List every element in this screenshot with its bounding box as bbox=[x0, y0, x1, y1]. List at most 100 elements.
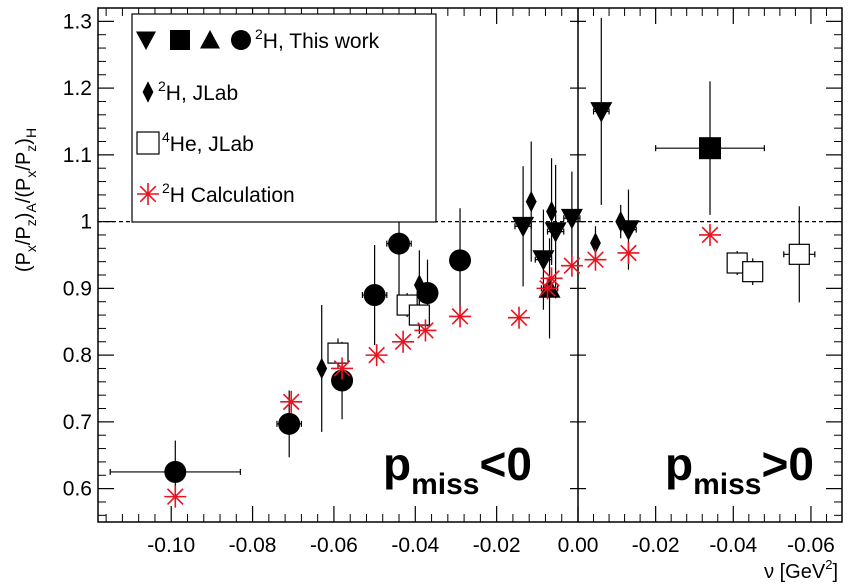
marker-star bbox=[137, 183, 159, 205]
x-tick-label: -0.04 bbox=[391, 534, 439, 557]
y-tick-label: 0.9 bbox=[63, 277, 92, 300]
data-point bbox=[783, 206, 816, 303]
marker-diamond bbox=[615, 210, 627, 233]
star-stroke bbox=[563, 257, 581, 275]
data-point bbox=[331, 357, 354, 380]
marker-diamond bbox=[546, 200, 557, 223]
marker-circle bbox=[231, 30, 251, 50]
y-tick-label: 0.6 bbox=[63, 478, 92, 501]
marker-star bbox=[560, 254, 583, 277]
data-point bbox=[392, 330, 415, 353]
marker-star bbox=[540, 267, 563, 290]
series-2 bbox=[327, 206, 816, 368]
data-point bbox=[560, 254, 583, 277]
plot-border bbox=[97, 7, 843, 523]
data-point bbox=[525, 141, 537, 262]
data-point bbox=[280, 390, 303, 413]
marker-circle bbox=[388, 232, 411, 255]
marker-star bbox=[414, 319, 437, 342]
data-point bbox=[590, 18, 613, 205]
star-stroke bbox=[368, 346, 385, 364]
legend-label: 2H, This work bbox=[255, 26, 380, 53]
star-stroke bbox=[539, 280, 556, 297]
data-point bbox=[544, 164, 567, 299]
marker-diamond bbox=[316, 357, 328, 380]
legend-label: 2H, JLab bbox=[158, 78, 238, 105]
marker-circle bbox=[363, 284, 386, 307]
data-point bbox=[742, 258, 764, 286]
marker-triangle-up bbox=[200, 30, 220, 49]
data-point bbox=[414, 319, 437, 342]
star-stroke bbox=[417, 322, 434, 339]
marker-triangle-down bbox=[590, 102, 613, 123]
data-point bbox=[540, 267, 563, 290]
marker-square bbox=[170, 30, 190, 50]
axis-titles: (Px/Pz)A/(Px/Pz)H ν [GeV2] bbox=[13, 128, 838, 583]
star-stroke bbox=[620, 244, 637, 262]
marker-triangle-down bbox=[136, 31, 156, 50]
axis-tick-labels: 0.6 0.7 0.8 0.9 1 1.1 1.2 1.3 -0.10 -0.08 -0.06 -0.… bbox=[63, 10, 835, 557]
data-point bbox=[365, 344, 388, 367]
data-point bbox=[655, 81, 765, 215]
series-3 bbox=[164, 223, 721, 508]
marker-open-square bbox=[788, 243, 810, 265]
marker-triangle-down bbox=[512, 216, 535, 238]
y-axis-title: (Px/Pz)A/(Px/Pz)H bbox=[13, 128, 39, 272]
marker-star bbox=[280, 390, 303, 413]
legend-label: 2H Calculation bbox=[162, 180, 295, 207]
marker-star bbox=[699, 223, 721, 246]
marker-star bbox=[617, 241, 640, 264]
x-tick-label: -0.06 bbox=[787, 534, 835, 557]
star-stroke bbox=[333, 360, 351, 377]
y-tick-label: 1.2 bbox=[63, 77, 92, 100]
star-stroke bbox=[394, 333, 412, 351]
y-tick-label: 1.1 bbox=[63, 144, 92, 167]
star-stroke bbox=[451, 308, 469, 325]
star-stroke bbox=[166, 488, 184, 505]
marker-diamond bbox=[413, 274, 425, 296]
data-point bbox=[449, 208, 472, 313]
data-point bbox=[361, 244, 388, 346]
data-point bbox=[449, 305, 472, 328]
marker-star bbox=[392, 330, 415, 353]
data-point bbox=[584, 248, 607, 271]
star-stroke bbox=[510, 309, 528, 327]
marker-star bbox=[164, 485, 187, 508]
data-point bbox=[536, 277, 559, 300]
star-stroke bbox=[587, 251, 604, 269]
marker-open-square bbox=[742, 261, 764, 283]
x-tick-label: 0.00 bbox=[558, 534, 599, 557]
x-tick-label: -0.02 bbox=[473, 534, 521, 557]
star-stroke bbox=[282, 393, 300, 411]
marker-square bbox=[699, 137, 721, 160]
x-axis-title: ν [GeV2] bbox=[764, 557, 838, 583]
marker-star bbox=[536, 277, 559, 300]
data-point bbox=[164, 485, 187, 508]
star-stroke bbox=[543, 270, 560, 287]
marker-triangle-down bbox=[544, 222, 567, 243]
marker-star bbox=[584, 248, 607, 271]
star-stroke bbox=[139, 185, 157, 203]
marker-open-square bbox=[136, 131, 160, 155]
marker-star bbox=[449, 305, 472, 328]
x-tick-label: -0.08 bbox=[229, 534, 277, 557]
marker-open-square bbox=[408, 304, 430, 326]
data-point bbox=[617, 241, 640, 264]
x-tick-label: -0.10 bbox=[147, 534, 195, 557]
y-tick-label: 1 bbox=[80, 211, 92, 234]
y-tick-label: 1.3 bbox=[63, 10, 92, 33]
data-layer bbox=[109, 18, 816, 508]
marker-diamond bbox=[142, 81, 154, 103]
marker-diamond bbox=[590, 232, 601, 254]
marker-star bbox=[365, 344, 388, 367]
marker-circle bbox=[278, 412, 301, 435]
y-tick-label: 0.8 bbox=[63, 344, 92, 367]
y-tick-label: 0.7 bbox=[63, 411, 92, 434]
marker-triangle-down bbox=[532, 250, 555, 271]
data-point bbox=[615, 204, 627, 239]
x-tick-label: -0.02 bbox=[632, 534, 680, 557]
star-stroke bbox=[701, 226, 719, 244]
x-tick-label: -0.04 bbox=[709, 534, 757, 557]
marker-triangle-down bbox=[560, 208, 583, 230]
